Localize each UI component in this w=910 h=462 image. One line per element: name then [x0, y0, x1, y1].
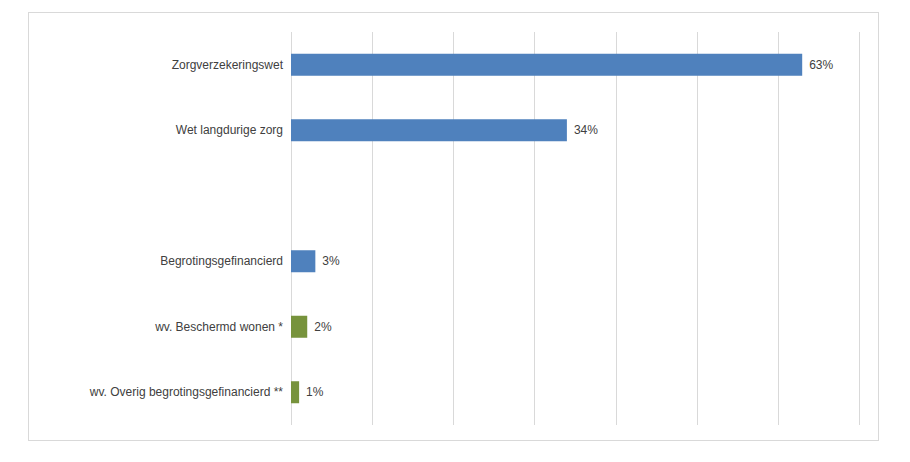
grid-line — [453, 32, 454, 425]
data-label: 3% — [322, 254, 340, 268]
grid-line — [616, 32, 617, 425]
category-label: wv. Overig begrotingsgefinancierd ** — [89, 385, 284, 399]
data-label: 1% — [306, 385, 324, 399]
bar — [291, 119, 567, 141]
bar — [291, 54, 802, 76]
category-label: Zorgverzekeringswet — [172, 58, 284, 72]
chart: Zorgverzekeringswet 63% Wet langdurige zor… — [0, 0, 910, 462]
bars — [291, 54, 802, 404]
category-label: Begrotingsgefinancierd — [160, 254, 283, 268]
data-label: 63% — [809, 58, 833, 72]
grid-line — [372, 32, 373, 425]
grid-line — [291, 32, 292, 425]
grid-line — [778, 32, 779, 425]
grid-line — [534, 32, 535, 425]
grid-line — [859, 32, 860, 425]
bar — [291, 250, 315, 272]
data-label: 34% — [574, 123, 598, 137]
data-label: 2% — [314, 320, 332, 334]
chart-frame — [29, 13, 879, 441]
bar — [291, 381, 299, 403]
grid-line — [697, 32, 698, 425]
category-label: Wet langdurige zorg — [176, 123, 283, 137]
bar — [291, 316, 307, 338]
category-label: wv. Beschermd wonen * — [154, 320, 283, 334]
